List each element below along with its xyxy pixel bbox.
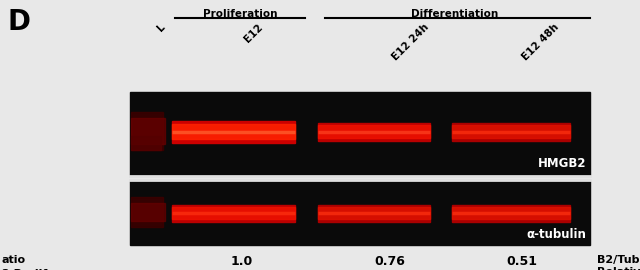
Bar — [318, 123, 430, 140]
Text: Proliferation: Proliferation — [203, 9, 277, 19]
Text: atio: atio — [2, 255, 26, 265]
Bar — [130, 92, 590, 175]
Bar — [172, 204, 295, 221]
Bar — [452, 207, 570, 219]
Bar — [131, 112, 163, 150]
Bar — [131, 197, 163, 227]
Bar — [172, 120, 295, 143]
Text: B2/Tubulin Ratio
Relative to E12 Prolif.: B2/Tubulin Ratio Relative to E12 Prolif. — [597, 255, 640, 270]
Bar — [452, 123, 570, 140]
Text: α-tubulin: α-tubulin — [526, 228, 586, 241]
Text: E12 24h: E12 24h — [390, 22, 431, 62]
Bar — [452, 204, 570, 221]
Bar — [172, 124, 295, 139]
Text: D: D — [8, 8, 31, 36]
Bar — [452, 125, 570, 138]
Bar — [131, 117, 165, 143]
Bar — [130, 181, 590, 245]
Text: 1.0: 1.0 — [231, 255, 253, 268]
Text: E12: E12 — [242, 22, 264, 44]
Text: L: L — [155, 22, 167, 34]
Text: 0.51: 0.51 — [506, 255, 538, 268]
Text: 0.76: 0.76 — [374, 255, 405, 268]
Bar — [131, 203, 165, 221]
Text: 2 Prolif.: 2 Prolif. — [2, 269, 51, 270]
Bar — [131, 136, 161, 150]
Text: Differentiation: Differentiation — [412, 9, 499, 19]
Bar — [318, 204, 430, 221]
Bar — [318, 125, 430, 138]
Bar — [318, 207, 430, 219]
Bar — [172, 207, 295, 219]
Text: HMGB2: HMGB2 — [538, 157, 586, 170]
Text: E12 48h: E12 48h — [520, 22, 561, 62]
